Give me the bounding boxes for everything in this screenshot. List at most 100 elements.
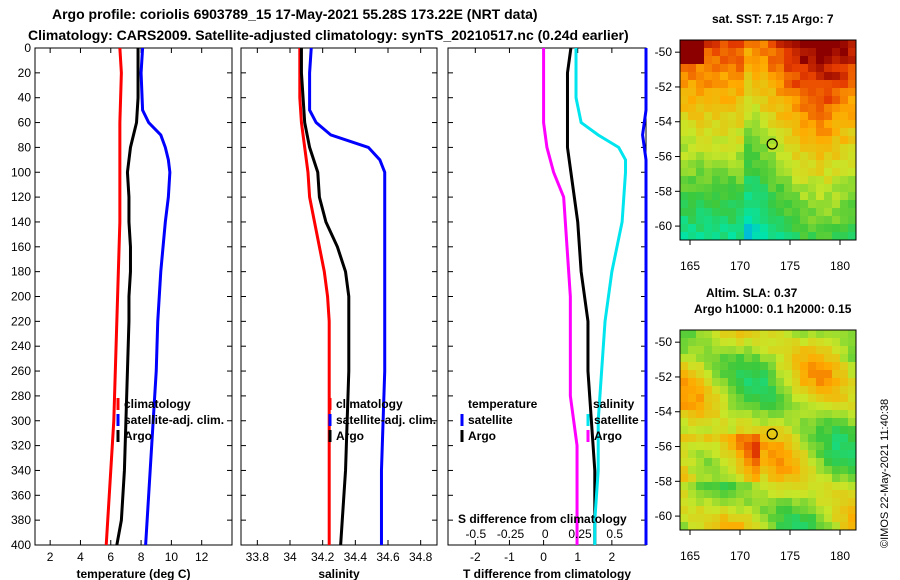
imos-credit: ©IMOS 22-May-2021 11:40:38 [879, 398, 891, 548]
x-tick-label: 34.2 [311, 550, 335, 564]
sst-map-title: sat. SST: 7.15 Argo: 7 [712, 12, 834, 26]
series-line-Argo [115, 48, 140, 546]
y-tick-label: 400 [11, 538, 31, 552]
legend-title-temperature: temperature [468, 397, 538, 411]
page-title-line2: Climatology: CARS2009. Satellite-adjuste… [28, 27, 629, 43]
profile-location-marker [766, 428, 778, 440]
y-tick-label: 260 [11, 364, 31, 378]
x-tick-label: 4 [77, 550, 84, 564]
x-tick-label: 12 [195, 550, 209, 564]
s-diff-axis-label: S difference from climatology [458, 512, 627, 526]
x-axis-label: temperature (deg C) [76, 567, 190, 580]
series-line-temperature-Argo [565, 47, 597, 545]
x-axis-label: T difference from climatology [463, 567, 631, 580]
y-tick-label: 300 [11, 414, 31, 428]
legend-label-0: climatology [336, 397, 403, 411]
map-y-tick-label: -58 [655, 474, 673, 488]
series-line-satellite-adj-clim- [139, 47, 172, 546]
x-tick-label: 2 [609, 550, 616, 564]
y-tick-label: 340 [11, 463, 31, 477]
x-tick-label: 34 [283, 550, 297, 564]
map-frame [679, 329, 857, 531]
map-x-tick-label: 170 [730, 259, 750, 273]
y-tick-label: 160 [11, 240, 31, 254]
y-tick-label: 20 [18, 66, 32, 80]
y-tick-label: 240 [11, 339, 31, 353]
x-tick-label: -1 [504, 550, 515, 564]
page-title-line1: Argo profile: coriolis 6903789_15 17-May… [52, 6, 538, 22]
legend-label-argo: Argo [468, 429, 496, 443]
y-tick-label: 200 [11, 290, 31, 304]
map-x-tick-label: 180 [830, 549, 850, 563]
s-diff-tick-label: 0.5 [606, 527, 623, 541]
map-y-tick-label: -56 [655, 150, 673, 164]
legend-label-0: climatology [124, 397, 191, 411]
y-tick-label: 220 [11, 314, 31, 328]
legend-label-1: satellite-adj. clim. [124, 413, 224, 427]
x-axis-label: salinity [318, 567, 360, 580]
y-tick-label: 60 [18, 116, 32, 130]
x-tick-label: 1 [574, 550, 581, 564]
map-x-tick-label: 175 [780, 259, 800, 273]
map-frame [679, 39, 857, 241]
map-x-tick-label: 165 [680, 259, 700, 273]
map-x-tick-label: 170 [730, 549, 750, 563]
series-line-salinity-Argo [542, 48, 579, 545]
y-tick-label: 380 [11, 513, 31, 527]
map-y-tick-label: -54 [655, 405, 673, 419]
map-x-tick-label: 175 [780, 549, 800, 563]
y-tick-label: 120 [11, 190, 31, 204]
s-diff-tick-label: -0.25 [497, 527, 525, 541]
legend-label-salinity-satellite: satellite [594, 413, 639, 427]
legend-label-satellite: satellite [468, 413, 513, 427]
map-y-tick-label: -58 [655, 184, 673, 198]
y-tick-label: 280 [11, 389, 31, 403]
legend-label-1: satellite-adj. clim. [336, 413, 436, 427]
series-line-salinity-satellite [574, 48, 628, 545]
s-diff-tick-label: -0.5 [465, 527, 486, 541]
sla-map-field [680, 330, 856, 530]
plot-frame-2 [447, 47, 647, 546]
x-tick-label: 34.4 [344, 550, 368, 564]
map-y-tick-label: -52 [655, 370, 673, 384]
x-tick-label: 8 [138, 550, 145, 564]
x-tick-label: 33.8 [246, 550, 270, 564]
s-diff-tick-label: 0 [542, 527, 549, 541]
map-y-tick-label: -54 [655, 115, 673, 129]
map-y-tick-label: -50 [655, 45, 673, 59]
x-tick-label: 6 [107, 550, 114, 564]
map-x-tick-label: 180 [830, 259, 850, 273]
plot-frame-0 [34, 47, 233, 546]
map-y-tick-label: -56 [655, 440, 673, 454]
s-diff-tick-label: 0.25 [568, 527, 592, 541]
sla-map-title-line1: Altim. SLA: 0.37 [706, 286, 798, 300]
plot-frame-1 [240, 47, 438, 546]
series-line-Argo [299, 48, 351, 546]
x-tick-label: 0 [540, 550, 547, 564]
series-line-satellite-adj-clim- [308, 47, 387, 545]
x-tick-label: 10 [165, 550, 179, 564]
y-tick-label: 80 [18, 140, 32, 154]
x-tick-label: -2 [470, 550, 481, 564]
map-y-tick-label: -60 [655, 509, 673, 523]
x-tick-label: 34.6 [376, 550, 400, 564]
y-tick-label: 180 [11, 265, 31, 279]
series-line-climatology [298, 48, 331, 545]
series-line-climatology [104, 47, 123, 546]
sla-map-title-line2: Argo h1000: 0.1 h2000: 0.15 [694, 302, 852, 316]
legend-label-2: Argo [124, 429, 152, 443]
y-tick-label: 100 [11, 165, 31, 179]
map-y-tick-label: -52 [655, 80, 673, 94]
map-x-tick-label: 165 [680, 549, 700, 563]
x-tick-label: 34.8 [409, 550, 433, 564]
y-tick-label: 360 [11, 488, 31, 502]
map-y-tick-label: -50 [655, 335, 673, 349]
x-tick-label: 2 [47, 550, 54, 564]
y-tick-label: 140 [11, 215, 31, 229]
legend-title-salinity: salinity [593, 397, 635, 411]
sst-map-field [680, 40, 856, 240]
legend-label-2: Argo [336, 429, 364, 443]
y-tick-label: 320 [11, 439, 31, 453]
series-line-temperature-satellite [641, 48, 648, 545]
